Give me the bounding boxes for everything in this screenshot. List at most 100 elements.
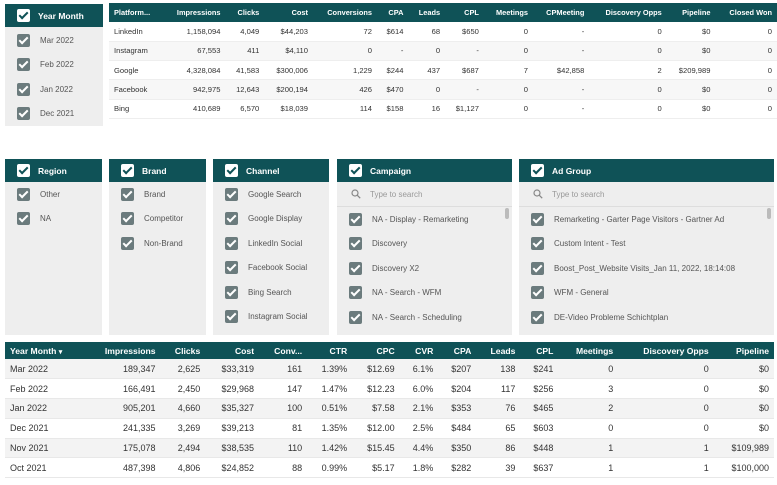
ad-group-filter-header[interactable]: Ad Group [519, 159, 774, 182]
checkbox-icon[interactable] [17, 212, 30, 226]
column-header[interactable]: CPL [445, 3, 484, 22]
scrollbar[interactable] [505, 208, 509, 219]
checkbox-icon[interactable] [17, 107, 30, 121]
column-header[interactable]: Clicks [160, 342, 206, 359]
checkbox-icon[interactable] [531, 286, 544, 300]
checkbox-icon[interactable] [121, 187, 134, 201]
column-header[interactable]: Cost [264, 3, 313, 22]
column-header[interactable]: CVR [399, 342, 439, 359]
channel-filter-header[interactable]: Channel [213, 159, 329, 182]
filter-option[interactable]: Discovery [337, 232, 512, 257]
checkbox-icon[interactable] [17, 82, 30, 96]
select-all-checkbox[interactable] [531, 164, 544, 177]
filter-title: Brand [142, 165, 167, 176]
campaign-search-input[interactable]: Type to search [337, 182, 512, 207]
filter-option[interactable]: Feb 2022 [5, 53, 103, 78]
checkbox-icon[interactable] [531, 310, 544, 324]
search-icon [351, 189, 361, 199]
filter-option[interactable]: Bing Search [213, 280, 329, 305]
select-all-checkbox[interactable] [17, 9, 30, 22]
filter-option[interactable]: NA - Search - Scheduling [337, 305, 512, 330]
year-month-filter-header[interactable]: Year Month [5, 4, 103, 27]
campaign-filter-header[interactable]: Campaign [337, 159, 512, 182]
column-header[interactable]: CPC [352, 342, 400, 359]
checkbox-icon[interactable] [225, 261, 238, 275]
column-header[interactable]: Leads [408, 3, 446, 22]
checkbox-icon[interactable] [349, 237, 362, 251]
column-header[interactable]: Pipeline [666, 3, 716, 22]
filter-option[interactable]: Mar 2022 [5, 28, 103, 53]
column-header[interactable]: Closed Won [715, 3, 777, 22]
table-cell: 410,689 [162, 99, 226, 119]
column-header[interactable]: Meetings [558, 342, 619, 359]
column-header[interactable]: Clicks [225, 3, 265, 22]
filter-option[interactable]: NA - Search - WFM [337, 281, 512, 306]
column-header-year-month[interactable]: Year Month ▾ [5, 342, 84, 359]
column-header[interactable]: Discovery Opps [618, 342, 714, 359]
checkbox-icon[interactable] [531, 237, 544, 251]
column-header[interactable]: Platform... [109, 3, 163, 22]
checkbox-icon[interactable] [225, 310, 238, 324]
column-header[interactable]: CPMeeting [533, 3, 590, 22]
filter-option[interactable]: Google Display [213, 207, 329, 232]
checkbox-icon[interactable] [17, 187, 30, 201]
checkbox-icon[interactable] [349, 286, 362, 300]
column-header[interactable]: Impressions [83, 342, 161, 359]
column-header[interactable]: CPA [438, 342, 477, 359]
filter-option[interactable]: Remarketing - Garter Page Visitors - Gar… [519, 207, 774, 232]
filter-option[interactable]: Brand [109, 182, 206, 207]
column-header[interactable]: Leads [476, 342, 521, 359]
channel-filter: Channel Google Search Google Display Lin… [213, 159, 329, 335]
column-header[interactable]: Conv... [259, 342, 308, 359]
filter-option[interactable]: Discovery X2 [337, 256, 512, 281]
checkbox-icon[interactable] [349, 261, 362, 275]
select-all-checkbox[interactable] [349, 164, 362, 177]
filter-option[interactable]: Google Search [213, 182, 329, 207]
scrollbar[interactable] [767, 208, 771, 219]
filter-option[interactable]: Instagram Social [213, 305, 329, 330]
checkbox-icon[interactable] [349, 212, 362, 226]
checkbox-icon[interactable] [225, 212, 238, 226]
filter-option[interactable]: LinkedIn Social [213, 231, 329, 256]
filter-option[interactable]: Facebook Social [213, 256, 329, 281]
filter-option[interactable]: NA [5, 207, 102, 232]
filter-option[interactable]: Other [5, 182, 102, 207]
filter-option[interactable]: WFM - General [519, 281, 774, 306]
column-header[interactable]: Discovery Opps [589, 3, 667, 22]
filter-option[interactable]: Jan 2022 [5, 77, 103, 102]
filter-option[interactable]: Dec 2021 [5, 102, 103, 127]
checkbox-icon[interactable] [349, 310, 362, 324]
filter-option[interactable]: Competitor [109, 207, 206, 232]
filter-option[interactable]: DE-Video Probleme Schichtplan [519, 305, 774, 330]
filter-option[interactable]: Boost_Post_Website Visits_Jan 11, 2022, … [519, 256, 774, 281]
select-all-checkbox[interactable] [225, 164, 238, 177]
column-header[interactable]: Impressions [162, 3, 226, 22]
checkbox-icon[interactable] [121, 236, 134, 250]
table-cell: $353 [438, 398, 477, 419]
column-header[interactable]: Meetings [483, 3, 534, 22]
checkbox-icon[interactable] [121, 212, 134, 226]
checkbox-icon[interactable] [17, 33, 30, 47]
column-header[interactable]: CPA [377, 3, 409, 22]
column-header[interactable]: Pipeline [713, 342, 774, 359]
column-header[interactable]: Cost [205, 342, 260, 359]
checkbox-icon[interactable] [531, 212, 544, 226]
column-header[interactable]: CTR [307, 342, 353, 359]
filter-option[interactable]: Custom Intent - Test [519, 232, 774, 257]
region-filter-header[interactable]: Region [5, 159, 102, 182]
table-cell: $5.17 [352, 457, 400, 479]
checkbox-icon[interactable] [531, 261, 544, 275]
ad-group-search-input[interactable]: Type to search [519, 182, 774, 207]
checkbox-icon[interactable] [225, 285, 238, 299]
select-all-checkbox[interactable] [121, 164, 134, 177]
column-header[interactable]: CPL [520, 342, 559, 359]
table-cell: $0 [713, 359, 774, 380]
column-header[interactable]: Conversions [313, 3, 377, 22]
checkbox-icon[interactable] [225, 187, 238, 201]
select-all-checkbox[interactable] [17, 164, 30, 177]
brand-filter-header[interactable]: Brand [109, 159, 206, 182]
checkbox-icon[interactable] [225, 236, 238, 250]
filter-option[interactable]: NA - Display - Remarketing [337, 207, 512, 232]
filter-option[interactable]: Non-Brand [109, 231, 206, 256]
checkbox-icon[interactable] [17, 58, 30, 72]
